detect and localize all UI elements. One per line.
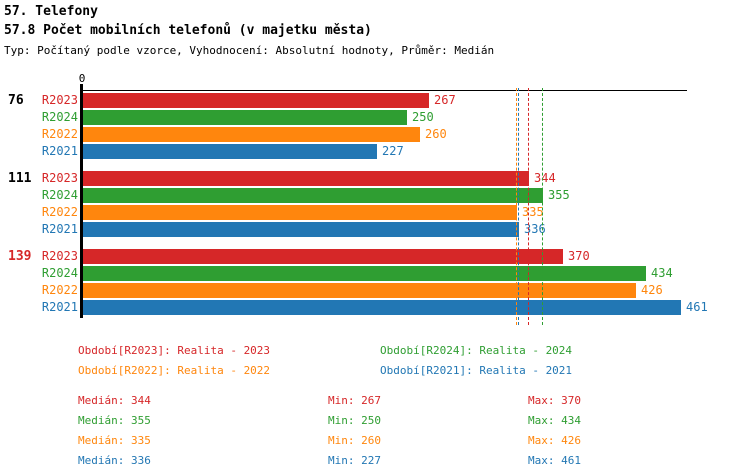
legend-item-R2024: Období[R2024]: Realita - 2024 <box>380 344 573 357</box>
legend-item-R2023: Období[R2023]: Realita - 2023 <box>78 344 271 357</box>
stat-max-R2022: Max: 426 <box>528 434 581 447</box>
bar-R2023 <box>83 249 563 264</box>
bar-row-label-R2022: R2022 <box>41 127 78 141</box>
bar-value-label: 227 <box>382 144 404 158</box>
median-line-R2021 <box>517 88 519 325</box>
bar-value-label: 344 <box>534 171 556 185</box>
section-title: 57. Telefony <box>4 4 98 19</box>
bar-value-label: 260 <box>425 127 447 141</box>
legend-item-R2021: Období[R2021]: Realita - 2021 <box>380 364 573 377</box>
stat-max-R2023: Max: 370 <box>528 394 581 407</box>
bar-value-label: 461 <box>686 300 708 314</box>
bar-row-label-R2024: R2024 <box>41 188 78 202</box>
bar-row-label-R2021: R2021 <box>41 144 78 158</box>
bar-row-label-R2024: R2024 <box>41 266 78 280</box>
indicator-title: 57.8 Počet mobilních telefonů (v majetku… <box>4 23 372 38</box>
bar-row-label-R2022: R2022 <box>41 283 78 297</box>
bar-R2024 <box>83 188 543 203</box>
bar-value-label: 370 <box>568 249 590 263</box>
group-value-label: 139 <box>8 249 32 264</box>
bar-R2022 <box>83 127 420 142</box>
bar-row-label-R2024: R2024 <box>41 110 78 124</box>
group-value-label: 111 <box>8 171 32 186</box>
x-axis-zero-label: 0 <box>78 72 86 85</box>
stat-max-R2024: Max: 434 <box>528 414 581 427</box>
bar-R2023 <box>83 93 429 108</box>
bar-row-label-R2023: R2023 <box>41 171 78 185</box>
bar-value-label: 267 <box>434 93 456 107</box>
stat-min-R2024: Min: 250 <box>328 414 381 427</box>
y-axis-line <box>80 84 83 318</box>
legend-item-R2022: Období[R2022]: Realita - 2022 <box>78 364 271 377</box>
stat-min-R2022: Min: 260 <box>328 434 381 447</box>
bar-R2021 <box>83 144 377 159</box>
stat-median-R2024: Medián: 355 <box>78 414 151 427</box>
bar-value-label: 434 <box>651 266 673 280</box>
stat-min-R2023: Min: 267 <box>328 394 381 407</box>
median-line-R2024 <box>542 88 544 325</box>
bar-value-label: 426 <box>641 283 663 297</box>
stat-min-R2021: Min: 227 <box>328 454 381 467</box>
stat-median-R2021: Medián: 336 <box>78 454 151 467</box>
bar-value-label: 250 <box>412 110 434 124</box>
median-line-R2023 <box>528 88 530 325</box>
stat-median-R2023: Medián: 344 <box>78 394 151 407</box>
bar-row-label-R2021: R2021 <box>41 222 78 236</box>
bar-value-label: 355 <box>548 188 570 202</box>
bar-row-label-R2022: R2022 <box>41 205 78 219</box>
bar-value-label: 335 <box>522 205 544 219</box>
bar-R2021 <box>83 300 681 315</box>
bar-row-label-R2021: R2021 <box>41 300 78 314</box>
median-line-R2022 <box>516 88 518 325</box>
bar-R2024 <box>83 266 646 281</box>
group-value-label: 76 <box>8 93 24 108</box>
bar-value-label: 336 <box>524 222 546 236</box>
bar-R2023 <box>83 171 529 186</box>
x-axis-line <box>82 90 687 91</box>
bar-R2021 <box>83 222 519 237</box>
indicator-meta: Typ: Počítaný podle vzorce, Vyhodnocení:… <box>4 44 495 57</box>
bar-R2024 <box>83 110 407 125</box>
stat-max-R2021: Max: 461 <box>528 454 581 467</box>
bar-row-label-R2023: R2023 <box>41 93 78 107</box>
bar-R2022 <box>83 283 636 298</box>
bar-R2022 <box>83 205 517 220</box>
stat-median-R2022: Medián: 335 <box>78 434 151 447</box>
bar-row-label-R2023: R2023 <box>41 249 78 263</box>
